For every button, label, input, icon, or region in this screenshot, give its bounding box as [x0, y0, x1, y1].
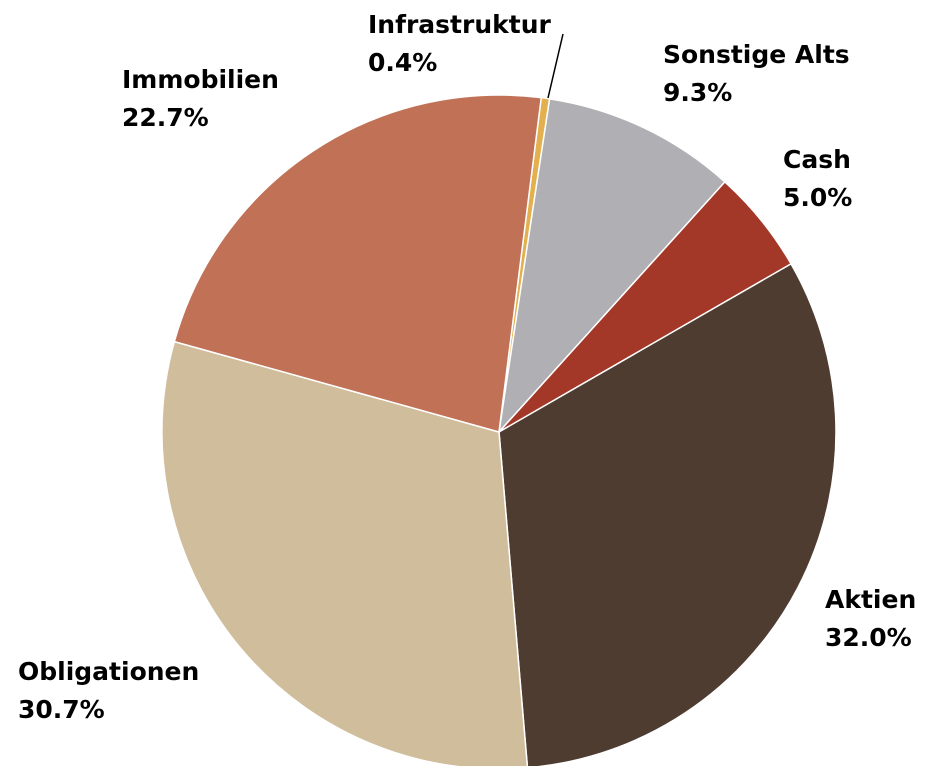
slice-value-label: 0.4%	[368, 48, 437, 77]
slice-label: Obligationen	[18, 657, 199, 686]
pie-slice	[173, 94, 543, 433]
slice-value-label: 30.7%	[18, 695, 105, 724]
slice-label: Sonstige Alts	[663, 40, 850, 69]
slice-label: Immobilien	[122, 65, 279, 94]
pie-slice	[498, 262, 837, 766]
slice-value-label: 32.0%	[825, 623, 912, 652]
leader-line	[547, 33, 564, 99]
slice-label: Infrastruktur	[368, 10, 552, 39]
slice-label: Aktien	[825, 585, 916, 614]
pie-slice	[497, 97, 726, 435]
pie-slice	[161, 340, 529, 766]
slice-value-label: 22.7%	[122, 103, 209, 132]
slice-value-label: 5.0%	[783, 183, 852, 212]
slice-label: Cash	[783, 145, 851, 174]
slice-value-label: 9.3%	[663, 78, 732, 107]
